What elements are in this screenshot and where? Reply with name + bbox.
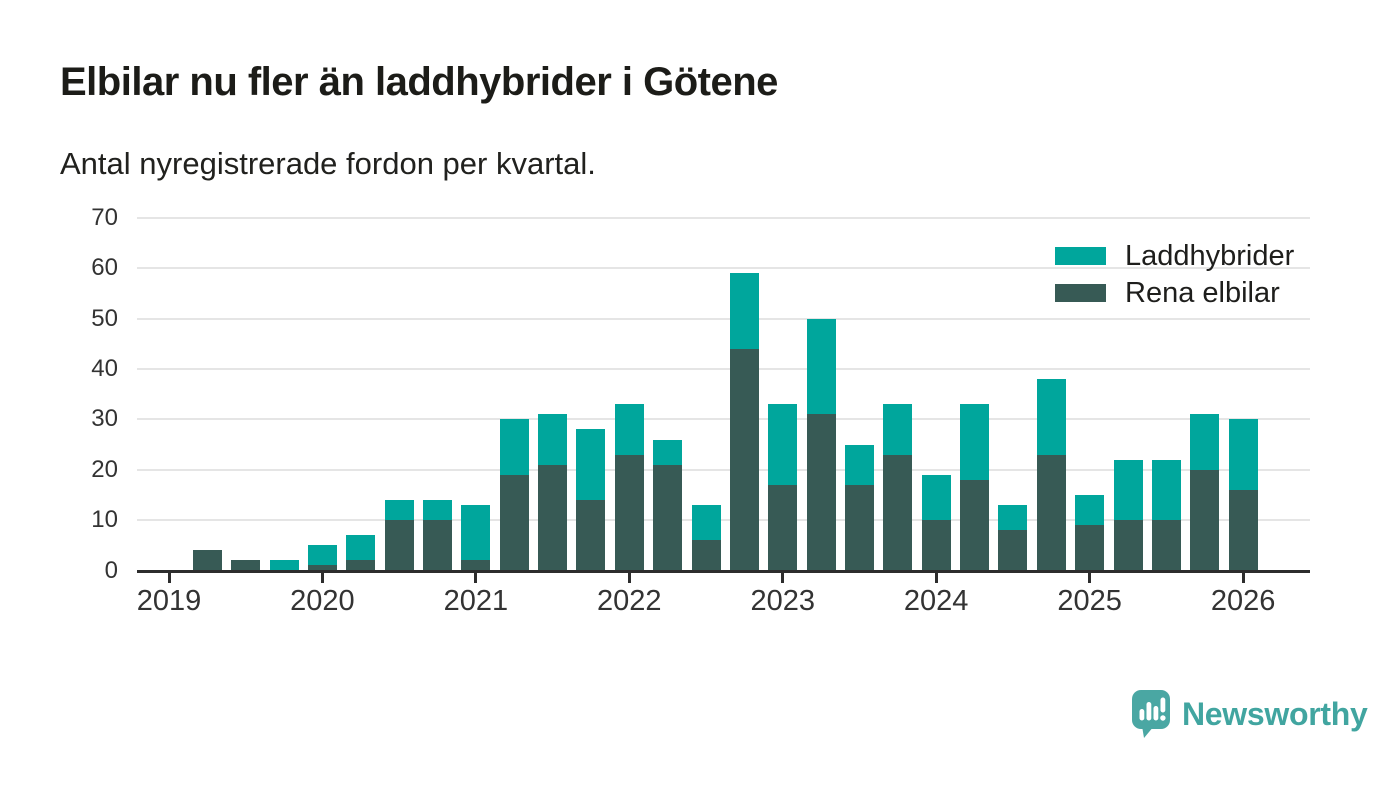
- gridline: [137, 418, 1310, 421]
- bar-segment-laddhybrider: [806, 318, 836, 415]
- bar-segment-rena-elbilar: [384, 520, 414, 571]
- y-tick-label: 10: [91, 506, 118, 534]
- bar-segment-laddhybrider: [691, 505, 721, 541]
- chart-title: Elbilar nu fler än laddhybrider i Götene: [60, 60, 778, 104]
- bar-segment-laddhybrider: [499, 419, 529, 475]
- bar-segment-laddhybrider: [614, 404, 644, 455]
- bar-segment-rena-elbilar: [653, 464, 683, 571]
- x-axis-tick: [474, 573, 478, 583]
- bar-segment-rena-elbilar: [844, 484, 874, 571]
- x-axis-tick: [1241, 573, 1245, 583]
- bar-segment-laddhybrider: [538, 414, 568, 465]
- bar-segment-laddhybrider: [1190, 414, 1220, 470]
- y-tick-label: 50: [91, 304, 118, 332]
- bar-segment-laddhybrider: [1228, 419, 1258, 490]
- bar-segment-laddhybrider: [423, 499, 453, 521]
- bar-segment-rena-elbilar: [998, 530, 1028, 571]
- legend-label-rena-elbilar: Rena elbilar: [1125, 277, 1280, 309]
- x-tick-label: 2025: [1057, 585, 1122, 617]
- legend-item-laddhybrider: Laddhybrider: [1055, 241, 1294, 271]
- x-axis-tick: [320, 573, 324, 583]
- bar-segment-laddhybrider: [1113, 459, 1143, 521]
- bar-segment-laddhybrider: [307, 545, 337, 566]
- x-axis-tick: [167, 573, 171, 583]
- bar-segment-rena-elbilar: [691, 540, 721, 571]
- bar-segment-laddhybrider: [1075, 494, 1105, 526]
- x-tick-label: 2020: [290, 585, 355, 617]
- x-tick-label: 2022: [597, 585, 662, 617]
- x-axis-line: [137, 570, 1310, 573]
- bar-segment-laddhybrider: [346, 535, 376, 561]
- bar-segment-rena-elbilar: [461, 560, 491, 571]
- gridline: [137, 317, 1310, 320]
- bar-segment-rena-elbilar: [1190, 469, 1220, 571]
- y-tick-label: 0: [104, 556, 118, 584]
- bar-segment-rena-elbilar: [346, 560, 376, 571]
- x-axis-tick: [934, 573, 938, 583]
- bar-segment-rena-elbilar: [1113, 520, 1143, 571]
- bar-segment-laddhybrider: [1036, 379, 1066, 455]
- bar-segment-rena-elbilar: [307, 565, 337, 571]
- y-tick-label: 40: [91, 355, 118, 383]
- bar-segment-laddhybrider: [384, 499, 414, 521]
- chart-subtitle: Antal nyregistrerade fordon per kvartal.: [60, 146, 596, 181]
- brand-name: Newsworthy: [1182, 695, 1368, 732]
- legend-swatch-rena-elbilar: [1055, 284, 1106, 302]
- bar-segment-laddhybrider: [1151, 459, 1181, 521]
- bar-segment-rena-elbilar: [1228, 489, 1258, 571]
- bar-segment-rena-elbilar: [614, 454, 644, 571]
- x-tick-label: 2024: [903, 585, 969, 617]
- x-tick-label: 2019: [136, 585, 202, 617]
- bar-segment-laddhybrider: [729, 273, 759, 349]
- bar-segment-laddhybrider: [576, 429, 606, 500]
- bar-segment-rena-elbilar: [576, 499, 606, 571]
- legend-label-laddhybrider: Laddhybrider: [1125, 240, 1295, 272]
- legend-item-rena-elbilar: Rena elbilar: [1055, 278, 1294, 308]
- bar-segment-laddhybrider: [921, 474, 951, 521]
- newsworthy-logo-icon: [1132, 690, 1170, 738]
- bar-segment-rena-elbilar: [192, 550, 222, 571]
- bar-segment-rena-elbilar: [729, 348, 759, 571]
- bar-segment-rena-elbilar: [231, 560, 261, 571]
- bar-segment-rena-elbilar: [960, 479, 990, 571]
- gridline: [137, 368, 1310, 371]
- gridline: [137, 468, 1310, 471]
- bar-segment-laddhybrider: [998, 505, 1028, 531]
- gridline: [137, 519, 1310, 522]
- x-axis-tick: [1088, 573, 1092, 583]
- bar-segment-rena-elbilar: [921, 520, 951, 571]
- bar-segment-rena-elbilar: [768, 484, 798, 571]
- y-tick-label: 30: [91, 405, 118, 433]
- x-tick-label: 2021: [443, 585, 509, 617]
- y-tick-label: 60: [91, 254, 118, 282]
- bar-segment-laddhybrider: [653, 439, 683, 465]
- bar-segment-laddhybrider: [960, 404, 990, 480]
- bar-segment-rena-elbilar: [806, 414, 836, 571]
- bar-segment-laddhybrider: [883, 404, 913, 455]
- bar-segment-laddhybrider: [269, 560, 299, 571]
- bar-segment-laddhybrider: [768, 404, 798, 485]
- y-tick-label: 20: [91, 455, 118, 483]
- x-tick-label: 2023: [750, 585, 815, 617]
- bar-segment-rena-elbilar: [499, 474, 529, 571]
- gridline: [137, 267, 1310, 270]
- bar-segment-rena-elbilar: [883, 454, 913, 571]
- bar-segment-rena-elbilar: [538, 464, 568, 571]
- bar-segment-rena-elbilar: [1151, 520, 1181, 571]
- bar-segment-laddhybrider: [844, 444, 874, 485]
- brand-footer: Newsworthy: [1131, 689, 1368, 739]
- bar-segment-laddhybrider: [461, 505, 491, 561]
- legend-swatch-laddhybrider: [1055, 247, 1106, 265]
- bar-segment-rena-elbilar: [423, 520, 453, 571]
- gridline: [137, 216, 1310, 219]
- bar-segment-rena-elbilar: [1075, 525, 1105, 571]
- x-axis-tick: [627, 573, 631, 583]
- bar-segment-rena-elbilar: [1036, 454, 1066, 571]
- x-tick-label: 2026: [1210, 585, 1276, 617]
- x-axis-tick: [781, 573, 785, 583]
- y-tick-label: 70: [91, 203, 118, 231]
- chart-legend: Laddhybrider Rena elbilar: [1055, 241, 1294, 315]
